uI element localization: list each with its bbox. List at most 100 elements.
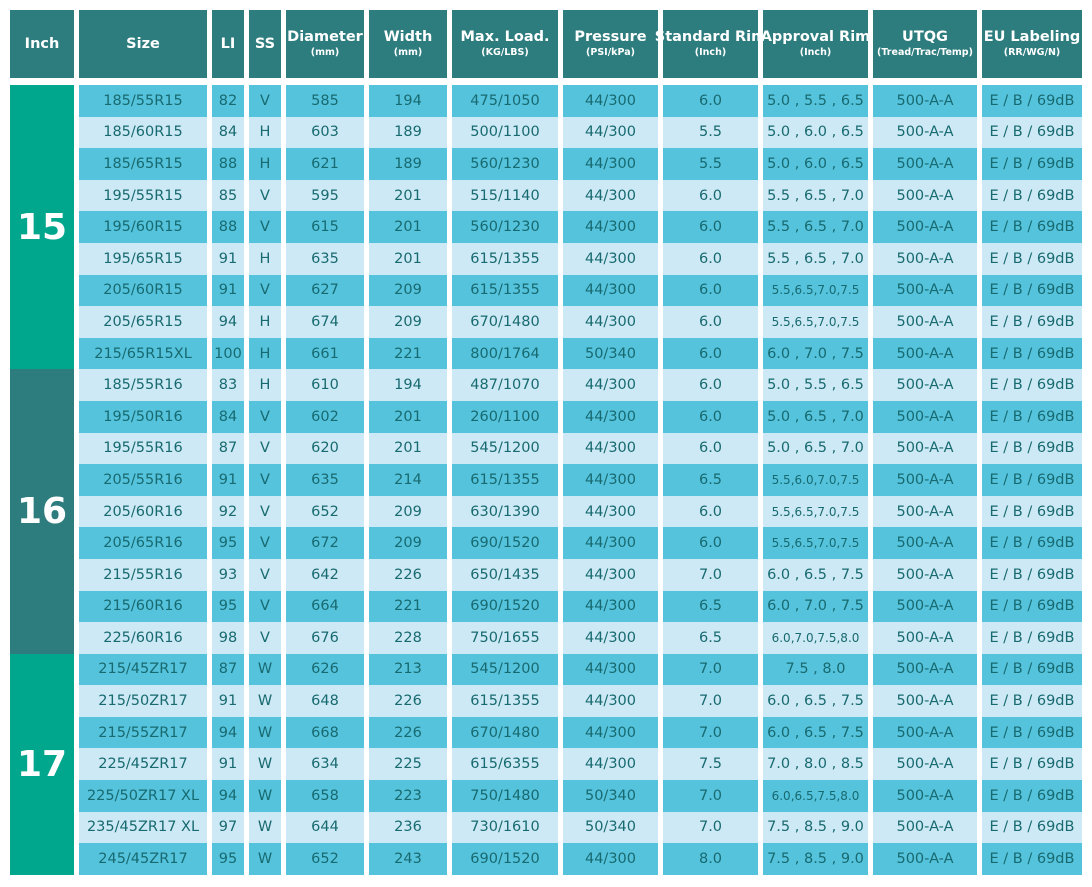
cell-width: 228 (369, 622, 447, 654)
column-header-standard_rim: Standard Rim (Inch) (655, 10, 766, 78)
column-header-label: Inch (24, 35, 60, 52)
cell-pressure: 44/300 (563, 590, 658, 623)
cell-utqg: 500-A-A (873, 495, 977, 528)
cell-max_load: 560/1230 (452, 211, 558, 243)
column-header-subunit: (KG/LBS) (481, 47, 529, 59)
cell-pressure: 50/340 (563, 780, 658, 812)
cell-li: 88 (212, 211, 244, 243)
cell-approval_rim: 7.5 , 8.5 , 9.0 (763, 811, 868, 844)
cell-standard_rim: 6.0 (663, 242, 758, 275)
column-header-ss: SS (249, 10, 281, 78)
cell-diameter: 615 (286, 211, 364, 243)
cell-eu_labeling: E / B / 69dB (982, 242, 1082, 275)
cell-diameter: 658 (286, 780, 364, 812)
cell-diameter: 621 (286, 148, 364, 180)
cell-max_load: 615/1355 (452, 274, 558, 307)
cell-eu_labeling: E / B / 69dB (982, 148, 1082, 180)
cell-eu_labeling: E / B / 69dB (982, 653, 1082, 686)
cell-approval_rim: 5.5 , 6.5 , 7.0 (763, 242, 868, 275)
column-header-label: LI (220, 35, 236, 52)
cell-approval_rim: 5.0 , 5.5 , 6.5 (763, 369, 868, 401)
cell-max_load: 615/1355 (452, 242, 558, 275)
column-header-width: Width (mm) (369, 10, 447, 78)
cell-standard_rim: 6.5 (663, 590, 758, 623)
cell-standard_rim: 6.0 (663, 432, 758, 465)
cell-max_load: 487/1070 (452, 369, 558, 401)
cell-size: 205/60R16 (79, 495, 207, 528)
table-body: 15 185/55R15 82 V 585 194 475/1050 44/300 6.0 5.0… (10, 85, 1082, 875)
cell-width: 194 (369, 85, 447, 117)
cell-li: 94 (212, 716, 244, 749)
cell-size: 215/50ZR17 (79, 685, 207, 717)
cell-diameter: 642 (286, 558, 364, 591)
cell-width: 209 (369, 274, 447, 307)
cell-approval_rim: 5.5,6.0,7.0,7.5 (763, 464, 868, 496)
cell-eu_labeling: E / B / 69dB (982, 274, 1082, 307)
cell-size: 195/60R15 (79, 211, 207, 243)
column-header-subunit: (Inch) (694, 47, 727, 59)
column-header-label: Width (383, 28, 433, 45)
cell-li: 84 (212, 400, 244, 433)
cell-eu_labeling: E / B / 69dB (982, 306, 1082, 338)
cell-ss: H (249, 306, 281, 338)
cell-standard_rim: 6.0 (663, 495, 758, 528)
cell-li: 87 (212, 432, 244, 465)
cell-max_load: 475/1050 (452, 85, 558, 117)
cell-max_load: 750/1655 (452, 622, 558, 654)
cell-pressure: 44/300 (563, 622, 658, 654)
cell-standard_rim: 6.0 (663, 85, 758, 117)
cell-ss: H (249, 148, 281, 180)
cell-approval_rim: 5.5 , 6.5 , 7.0 (763, 211, 868, 243)
cell-pressure: 44/300 (563, 432, 658, 465)
cell-width: 221 (369, 590, 447, 623)
header-row: Inch Size LI SS Diameter (mm) Width (mm) Max. Lo… (10, 10, 1082, 78)
cell-size: 215/55R16 (79, 558, 207, 591)
cell-pressure: 44/300 (563, 274, 658, 307)
cell-ss: W (249, 685, 281, 717)
cell-ss: H (249, 242, 281, 275)
cell-approval_rim: 6.0 , 6.5 , 7.5 (763, 558, 868, 591)
cell-size: 195/65R15 (79, 242, 207, 275)
cell-standard_rim: 6.0 (663, 337, 758, 370)
cell-size: 205/65R16 (79, 527, 207, 559)
cell-ss: W (249, 748, 281, 781)
cell-width: 189 (369, 116, 447, 149)
cell-approval_rim: 5.5,6.5,7.0,7.5 (763, 495, 868, 528)
cell-size: 225/60R16 (79, 622, 207, 654)
cell-utqg: 500-A-A (873, 242, 977, 275)
cell-utqg: 500-A-A (873, 369, 977, 401)
cell-max_load: 615/1355 (452, 464, 558, 496)
cell-utqg: 500-A-A (873, 653, 977, 686)
cell-approval_rim: 6.0 , 7.0 , 7.5 (763, 590, 868, 623)
cell-utqg: 500-A-A (873, 211, 977, 243)
cell-pressure: 44/300 (563, 116, 658, 149)
cell-ss: V (249, 85, 281, 117)
cell-size: 185/65R15 (79, 148, 207, 180)
cell-standard_rim: 7.0 (663, 653, 758, 686)
cell-diameter: 602 (286, 400, 364, 433)
cell-standard_rim: 6.0 (663, 527, 758, 559)
cell-pressure: 44/300 (563, 495, 658, 528)
cell-eu_labeling: E / B / 69dB (982, 211, 1082, 243)
cell-ss: H (249, 116, 281, 149)
cell-width: 189 (369, 148, 447, 180)
cell-diameter: 648 (286, 685, 364, 717)
cell-approval_rim: 5.0 , 5.5 , 6.5 (763, 85, 868, 117)
cell-li: 92 (212, 495, 244, 528)
cell-standard_rim: 6.0 (663, 211, 758, 243)
cell-approval_rim: 5.0 , 6.0 , 6.5 (763, 148, 868, 180)
cell-max_load: 690/1520 (452, 843, 558, 875)
cell-size: 195/55R15 (79, 179, 207, 212)
cell-ss: V (249, 464, 281, 496)
cell-li: 82 (212, 85, 244, 117)
cell-max_load: 630/1390 (452, 495, 558, 528)
cell-size: 195/50R16 (79, 400, 207, 433)
cell-size: 225/45ZR17 (79, 748, 207, 781)
cell-li: 87 (212, 653, 244, 686)
cell-eu_labeling: E / B / 69dB (982, 716, 1082, 749)
cell-diameter: 610 (286, 369, 364, 401)
cell-max_load: 670/1480 (452, 716, 558, 749)
cell-utqg: 500-A-A (873, 179, 977, 212)
cell-pressure: 44/300 (563, 369, 658, 401)
